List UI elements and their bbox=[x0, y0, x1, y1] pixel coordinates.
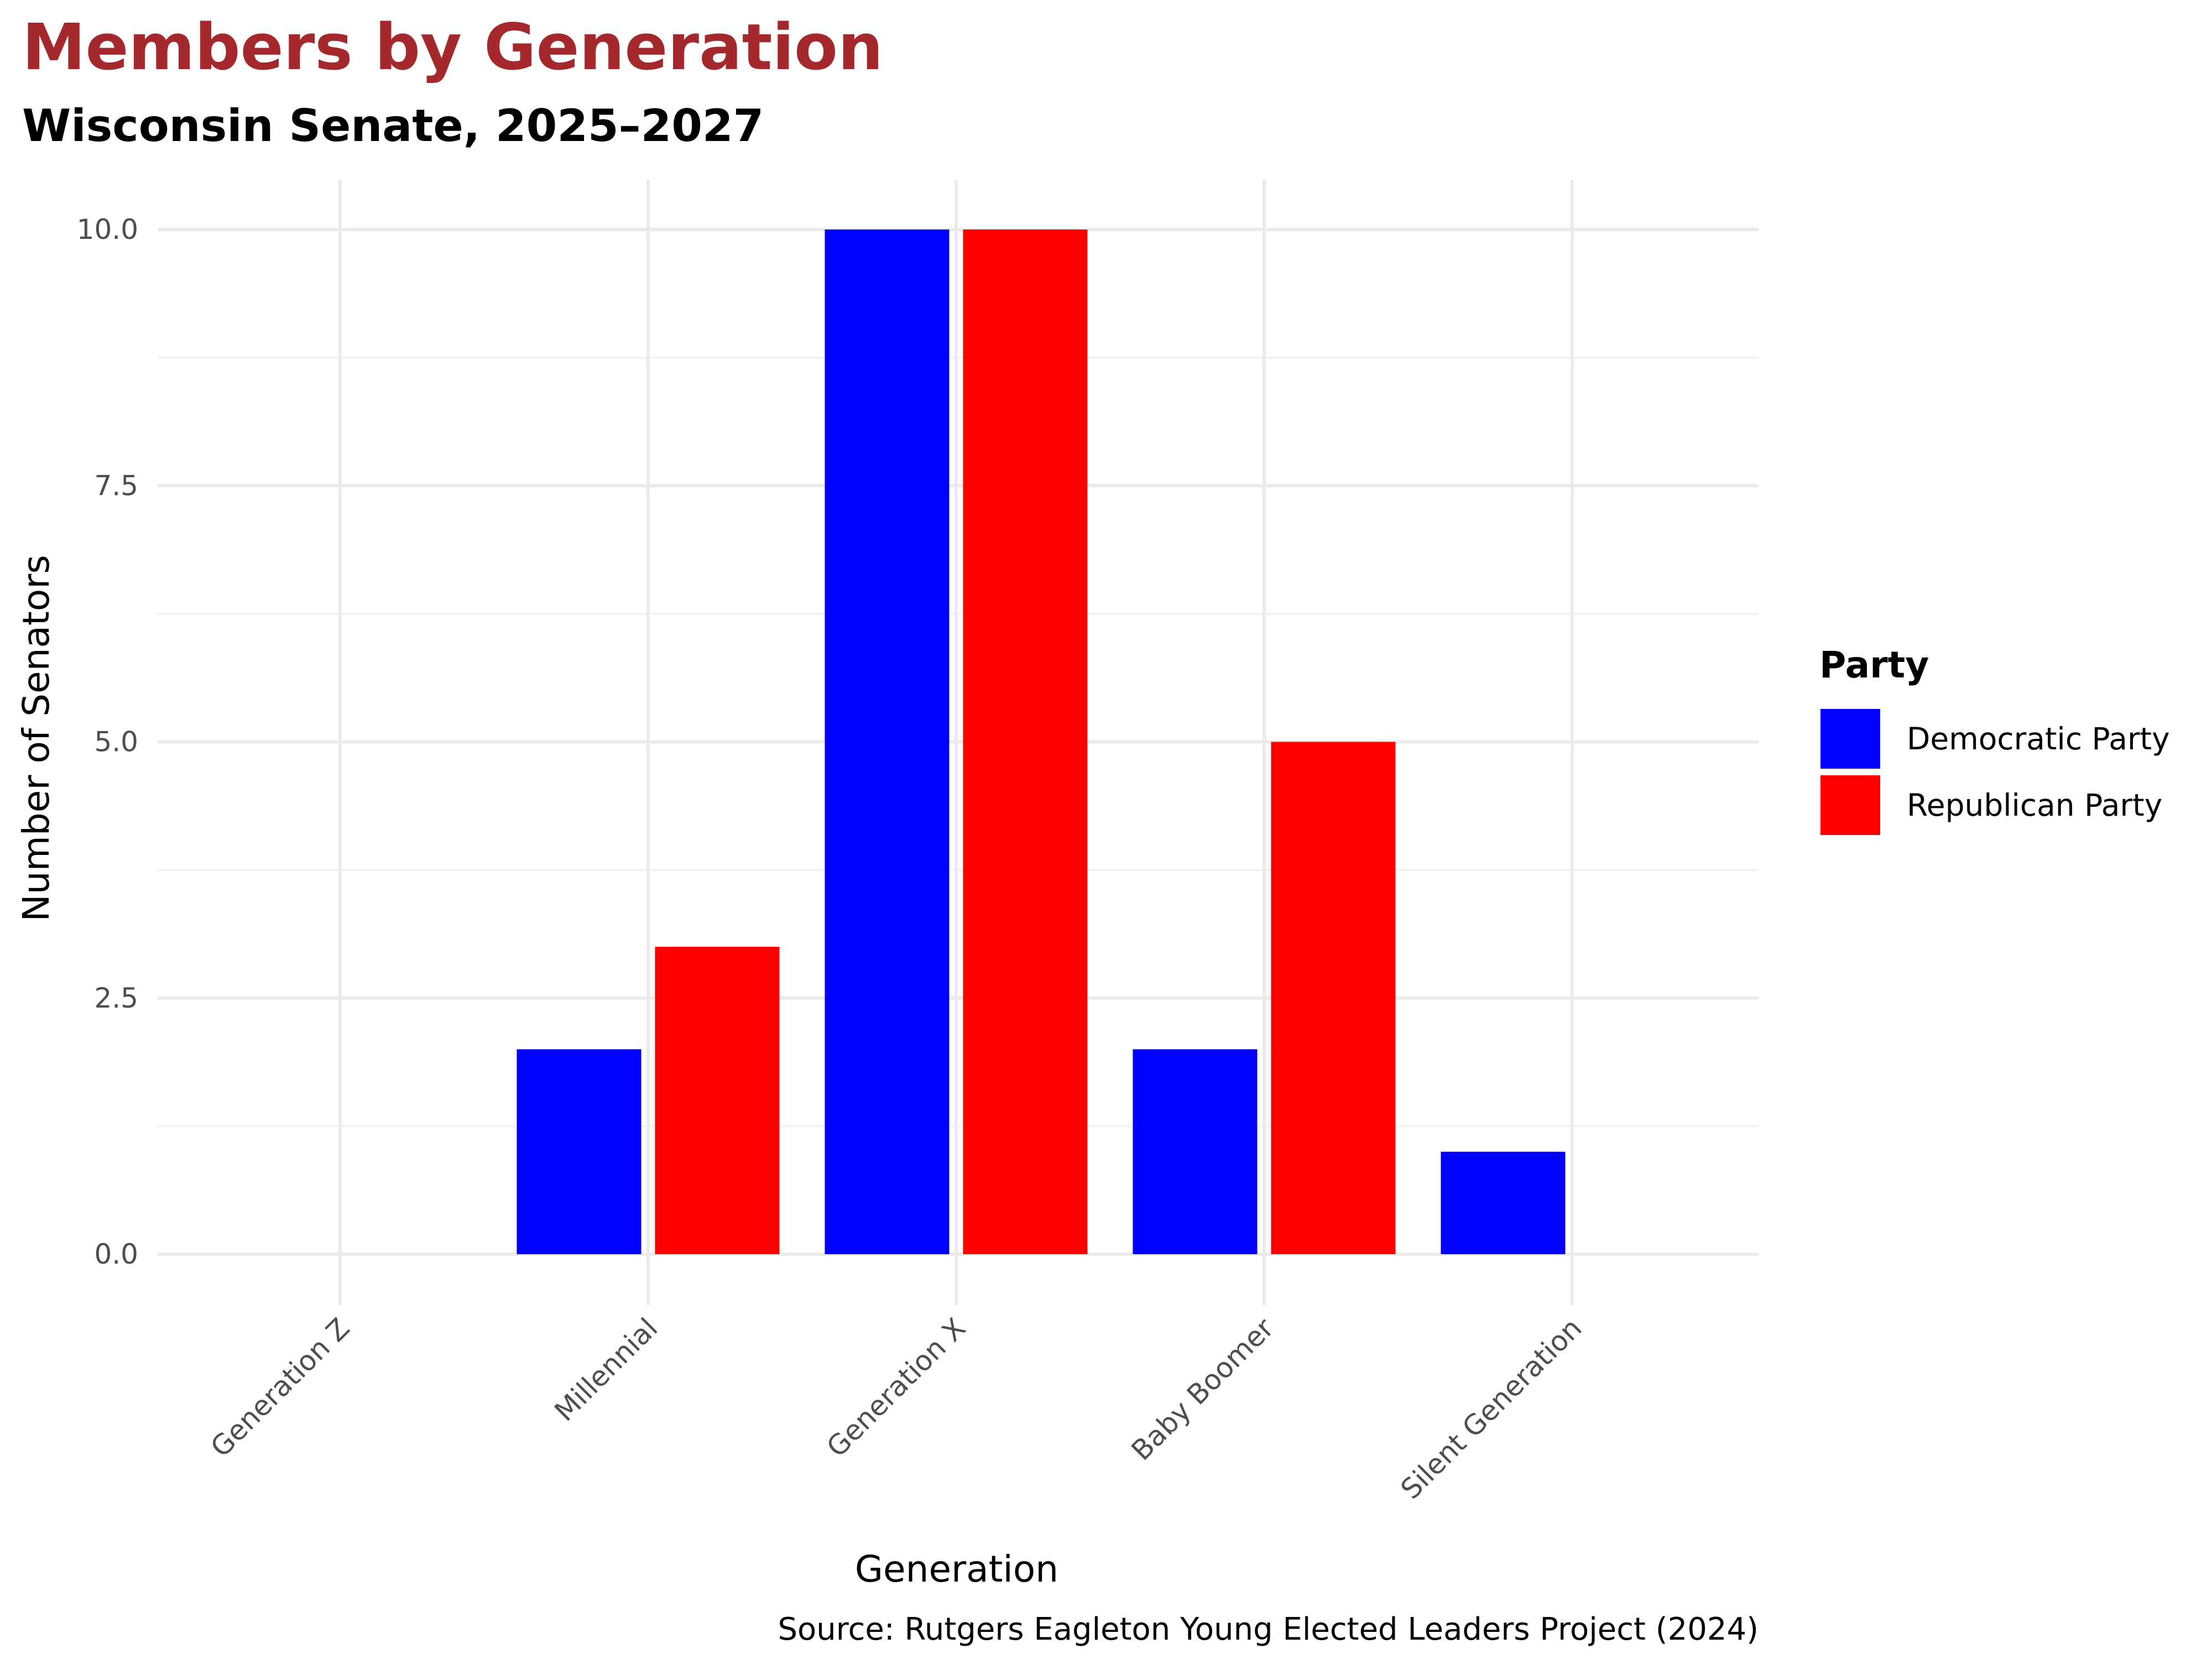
y-tick-label: 0.0 bbox=[94, 1238, 138, 1270]
legend-key-democratic bbox=[1818, 707, 1882, 771]
x-axis-title: Generation bbox=[855, 1548, 1058, 1590]
x-tick-label: Silent Generation bbox=[1395, 1312, 1588, 1505]
chart-subtitle: Wisconsin Senate, 2025–2027 bbox=[22, 100, 764, 152]
y-tick-label: 10.0 bbox=[77, 213, 138, 246]
legend-title: Party bbox=[1819, 644, 1929, 686]
bar-democratic-silent-generation bbox=[1441, 1151, 1566, 1254]
legend: Party Democratic Party Republican Party bbox=[1818, 644, 2170, 837]
y-axis-ticks: 0.0 2.5 5.0 7.5 10.0 bbox=[77, 213, 138, 1270]
bar-republican-millennial bbox=[655, 947, 780, 1254]
bar-democratic-millennial bbox=[517, 1049, 641, 1254]
x-tick-label: Millennial bbox=[549, 1312, 664, 1427]
legend-key-republican bbox=[1818, 773, 1882, 837]
legend-label: Republican Party bbox=[1907, 787, 2162, 823]
x-tick-label: Generation Z bbox=[205, 1312, 356, 1463]
y-axis-title: Number of Senators bbox=[15, 555, 58, 921]
bar-democratic-generation-x bbox=[825, 229, 950, 1254]
bars bbox=[517, 229, 1566, 1254]
chart-title: Members by Generation bbox=[22, 11, 883, 85]
y-tick-label: 2.5 bbox=[94, 982, 138, 1014]
gridlines bbox=[158, 180, 1759, 1305]
y-tick-label: 7.5 bbox=[94, 469, 138, 502]
legend-label: Democratic Party bbox=[1907, 721, 2170, 757]
x-axis-ticks: Generation Z Millennial Generation X Baby B… bbox=[205, 1312, 1588, 1505]
bar-republican-generation-x bbox=[963, 229, 1088, 1254]
y-tick-label: 5.0 bbox=[94, 726, 138, 758]
source-caption: Source: Rutgers Eagleton Young Elected L… bbox=[778, 1611, 1759, 1647]
bar-democratic-baby-boomer bbox=[1133, 1049, 1258, 1254]
x-tick-label: Generation X bbox=[821, 1312, 972, 1463]
x-tick-label: Baby Boomer bbox=[1125, 1312, 1280, 1467]
bar-republican-baby-boomer bbox=[1271, 742, 1396, 1254]
